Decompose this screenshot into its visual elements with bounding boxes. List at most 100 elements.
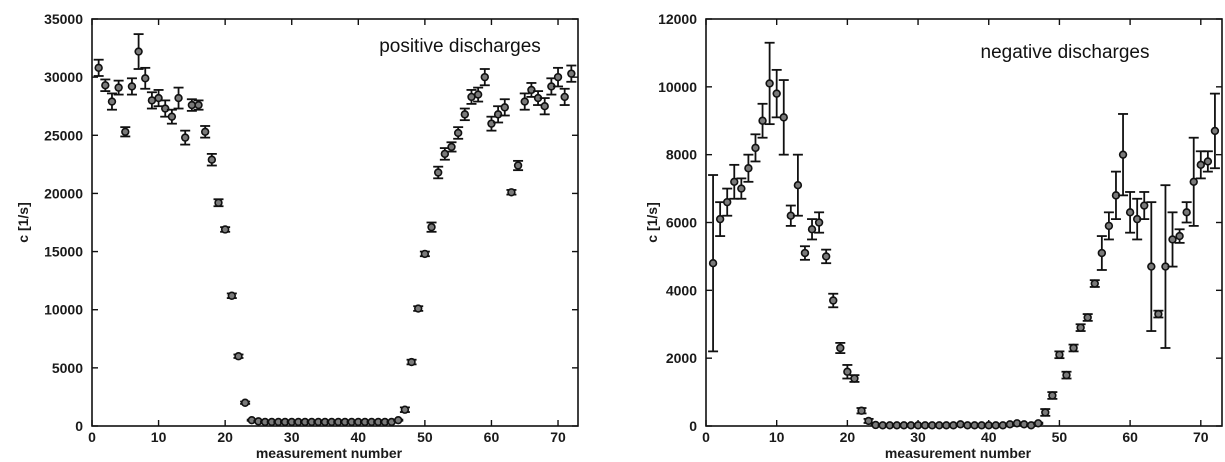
data-point — [540, 102, 549, 111]
data-point — [134, 47, 143, 56]
y-axis-title: c [1/s] — [644, 202, 660, 242]
data-point — [708, 259, 718, 268]
y-axis-title: c [1/s] — [15, 202, 31, 242]
data-point — [453, 128, 463, 138]
data-point — [1104, 221, 1114, 231]
data-point — [1189, 177, 1198, 187]
data-point — [427, 222, 436, 232]
data-point — [843, 367, 852, 376]
data-point — [751, 143, 760, 153]
data-point — [114, 83, 123, 92]
data-point — [467, 92, 476, 102]
y-tick-label: 20000 — [44, 185, 83, 201]
data-point — [187, 100, 197, 110]
y-tick-label: 30000 — [44, 69, 83, 85]
data-point — [1048, 391, 1057, 400]
data-point — [800, 248, 810, 258]
x-tick-label: 40 — [351, 429, 367, 445]
data-point — [1034, 419, 1043, 428]
data-point — [400, 405, 410, 414]
data-point — [181, 133, 190, 142]
x-tick-label: 10 — [151, 429, 167, 445]
y-tick-label: 15000 — [44, 244, 83, 260]
data-point — [493, 110, 503, 119]
data-point — [127, 82, 137, 91]
data-point — [94, 63, 103, 73]
data-point — [814, 218, 824, 227]
x-tick-label: 10 — [769, 429, 785, 445]
data-point — [520, 97, 529, 106]
data-point — [723, 197, 732, 207]
y-tick-label: 10000 — [44, 302, 83, 318]
data-point — [772, 89, 781, 98]
data-point — [758, 116, 767, 125]
x-tick-label: 20 — [840, 429, 856, 445]
y-tick-label: 10000 — [658, 79, 697, 95]
data-point — [765, 79, 774, 88]
x-tick-label: 70 — [550, 429, 566, 445]
data-point — [1083, 313, 1092, 322]
data-point — [394, 415, 403, 425]
data-point — [107, 97, 117, 106]
data-point — [500, 103, 509, 112]
data-point — [715, 214, 725, 224]
data-point — [174, 93, 183, 103]
data-point — [147, 96, 157, 105]
x-tick-label: 60 — [1122, 429, 1138, 445]
y-tick-label: 35000 — [44, 11, 83, 27]
x-tick-label: 50 — [417, 429, 433, 445]
chart-positive-discharges: 0 10 20 30 40 50 60 70 0 5000 10000 15000 20000 25000… — [15, 11, 579, 461]
data-point — [730, 177, 739, 187]
data-point — [227, 291, 237, 300]
data-point — [447, 142, 456, 152]
data-point — [240, 398, 250, 407]
data-point — [1069, 343, 1078, 353]
data-point — [857, 406, 866, 415]
y-tick-label: 8000 — [666, 147, 697, 163]
data-point — [487, 119, 496, 128]
data-point — [1175, 231, 1184, 241]
y-tick-label: 6000 — [666, 215, 697, 231]
data-point — [793, 180, 803, 190]
x-tick-label: 0 — [702, 429, 710, 445]
data-point — [1090, 279, 1099, 288]
data-point — [553, 72, 563, 82]
data-point — [480, 72, 489, 82]
data-point — [1147, 262, 1156, 271]
data-point — [414, 304, 423, 313]
x-tick-label: 50 — [1052, 429, 1068, 445]
data-point — [433, 168, 443, 177]
data-point — [407, 357, 416, 367]
data-point — [207, 155, 217, 164]
data-point — [560, 92, 569, 102]
chart-annotation: positive discharges — [379, 36, 541, 57]
data-point — [420, 249, 430, 259]
y-tick-label: 2000 — [666, 350, 697, 366]
data-point — [234, 352, 243, 361]
data-point — [121, 127, 130, 136]
x-tick-label: 40 — [981, 429, 997, 445]
plot-frame — [91, 18, 579, 427]
data-point — [513, 161, 523, 170]
data-point — [220, 225, 230, 234]
chart-negative-discharges: 0 10 20 30 40 50 60 70 0 2000 4000 6000 8000 10000 120… — [644, 11, 1223, 461]
x-axis-title: measurement number — [256, 445, 403, 461]
data-point — [161, 104, 170, 113]
data-point — [1154, 309, 1163, 319]
data-point — [864, 416, 873, 426]
data-point — [473, 90, 483, 99]
data-point — [1210, 126, 1220, 136]
chart-annotation: negative discharges — [981, 42, 1150, 63]
data-point — [507, 188, 516, 197]
data-point — [101, 81, 110, 90]
x-tick-label: 30 — [910, 429, 926, 445]
data-point — [1196, 160, 1205, 170]
x-tick-label: 20 — [217, 429, 233, 445]
data-point — [779, 113, 788, 122]
x-tick-label: 30 — [284, 429, 300, 445]
data-point — [1055, 350, 1064, 359]
data-point — [744, 164, 753, 173]
data-point — [194, 100, 203, 110]
data-point — [1097, 248, 1107, 258]
